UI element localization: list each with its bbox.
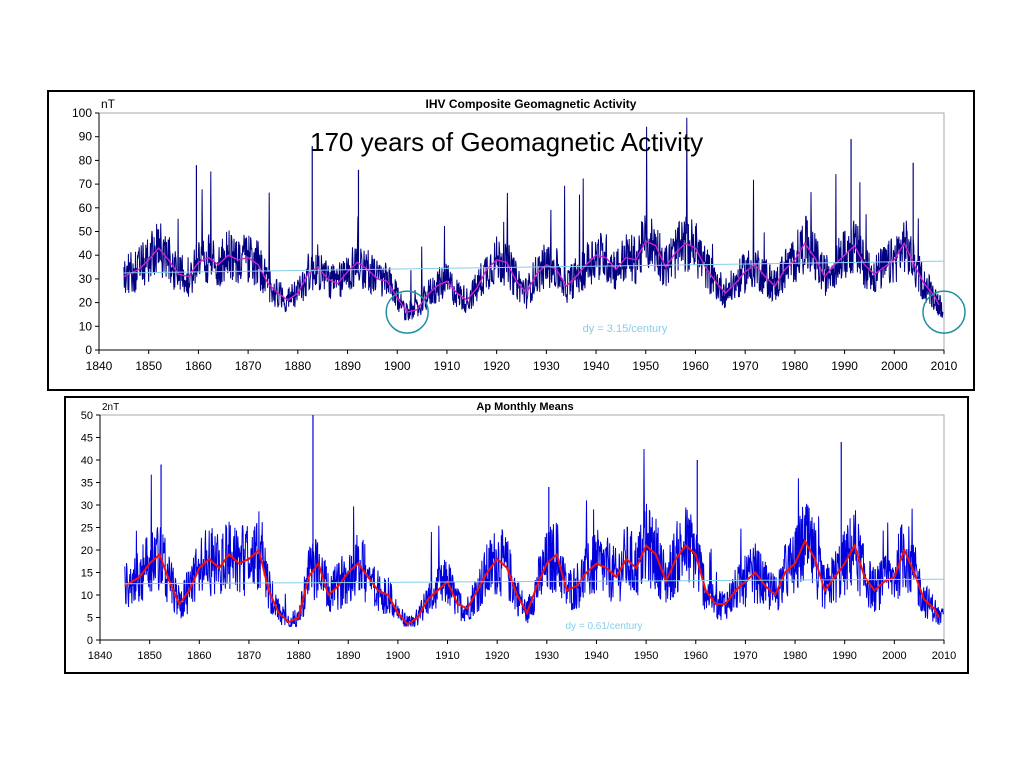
ihv-y-tick-label: 30 (79, 272, 93, 286)
ap-y-tick-label: 25 (81, 523, 93, 535)
ap-smoothed-series-line (124, 538, 940, 626)
ap-unit-label: 2nT (102, 402, 119, 413)
ap-trend-line (124, 578, 945, 585)
ihv-y-tick-label: 50 (79, 225, 93, 239)
ap-x-tick-label: 1910 (435, 650, 459, 662)
ap-y-tick-label: 5 (87, 613, 93, 625)
ihv-smoothed-series-line (123, 240, 940, 313)
ap-x-tick-label: 1990 (832, 650, 856, 662)
ap-x-tick-label: 2000 (882, 650, 906, 662)
ihv-trend-line (123, 260, 945, 274)
ihv-highlight-circle (385, 290, 429, 334)
ihv-x-tick-label: 1940 (583, 359, 610, 373)
ap-y-tick-label: 40 (81, 455, 93, 467)
ihv-y-tick-label: 40 (79, 248, 93, 262)
ap-x-tick-label: 1970 (733, 650, 757, 662)
ihv-x-tick-label: 1950 (632, 359, 659, 373)
ap-chart: Ap Monthly Means 2nT dy = 0.61/century 0… (81, 401, 956, 662)
ap-x-tick-label: 1940 (584, 650, 608, 662)
ap-x-tick-label: 1870 (237, 650, 261, 662)
ap-x-tick-label: 1850 (137, 650, 161, 662)
ihv-x-tick-label: 1890 (334, 359, 361, 373)
ap-x-tick-label: 1950 (634, 650, 658, 662)
ihv-x-tick-label: 2000 (881, 359, 908, 373)
ap-monthly-series-line (124, 448, 944, 628)
ihv-x-tick-label: 1970 (732, 359, 759, 373)
ihv-x-tick-label: 1860 (185, 359, 212, 373)
ihv-y-tick-label: 100 (72, 106, 92, 120)
ihv-x-tick-label: 1880 (284, 359, 311, 373)
ap-y-tick-label: 35 (81, 478, 93, 490)
ihv-annotation: dy = 3.15/century (583, 323, 668, 335)
ihv-x-tick-label: 1960 (682, 359, 709, 373)
ihv-y-tick-label: 70 (79, 177, 93, 191)
ap-annotation: dy = 0.61/century (566, 621, 643, 632)
ihv-x-tick-label: 1900 (384, 359, 411, 373)
ihv-chart-title: IHV Composite Geomagnetic Activity (426, 97, 637, 111)
ihv-y-tick-label: 90 (79, 130, 93, 144)
ihv-highlight-circle (922, 290, 966, 334)
ap-x-tick-label: 1840 (88, 650, 112, 662)
ihv-x-tick-label: 2010 (931, 359, 958, 373)
ihv-x-tick-label: 1930 (533, 359, 560, 373)
ap-y-tick-label: 20 (81, 545, 93, 557)
ap-x-tick-label: 1920 (485, 650, 509, 662)
ihv-x-tick-label: 1870 (235, 359, 262, 373)
ap-y-tick-label: 0 (87, 635, 93, 647)
ihv-x-tick-label: 1920 (483, 359, 510, 373)
ihv-x-tick-label: 1850 (135, 359, 162, 373)
ap-x-tick-label: 1960 (684, 650, 708, 662)
ap-y-tick-label: 30 (81, 500, 93, 512)
ap-y-tick-label: 10 (81, 590, 93, 602)
ap-y-tick-label: 45 (81, 433, 93, 445)
ihv-y-tick-label: 80 (79, 153, 93, 167)
ihv-x-tick-label: 1980 (782, 359, 809, 373)
ap-chart-title: Ap Monthly Means (476, 401, 573, 413)
ihv-chart: IHV Composite Geomagnetic Activity nT dy… (72, 97, 966, 373)
ap-chart-panel: Ap Monthly Means 2nT dy = 0.61/century 0… (64, 396, 969, 674)
ap-y-tick-label: 15 (81, 568, 93, 580)
ap-x-tick-label: 1880 (286, 650, 310, 662)
ihv-x-tick-label: 1910 (434, 359, 461, 373)
ihv-y-tick-label: 20 (79, 296, 93, 310)
ap-x-tick-label: 1890 (336, 650, 360, 662)
ihv-y-tick-label: 0 (85, 343, 92, 357)
ihv-monthly-series-line (123, 117, 944, 321)
slide-title: 170 years of Geomagnetic Activity (310, 127, 704, 157)
ap-x-tick-label: 2010 (932, 650, 956, 662)
ihv-y-tick-label: 10 (79, 319, 93, 333)
ihv-y-tick-label: 60 (79, 201, 93, 215)
ap-y-tick-label: 50 (81, 410, 93, 422)
ap-x-tick-label: 1930 (535, 650, 559, 662)
ihv-unit-label: nT (101, 97, 116, 111)
ihv-x-tick-label: 1840 (86, 359, 113, 373)
ihv-x-tick-label: 1990 (831, 359, 858, 373)
ap-x-tick-label: 1860 (187, 650, 211, 662)
ap-x-tick-label: 1980 (783, 650, 807, 662)
ihv-chart-panel: IHV Composite Geomagnetic Activity nT dy… (47, 90, 975, 391)
ap-x-tick-label: 1900 (386, 650, 410, 662)
